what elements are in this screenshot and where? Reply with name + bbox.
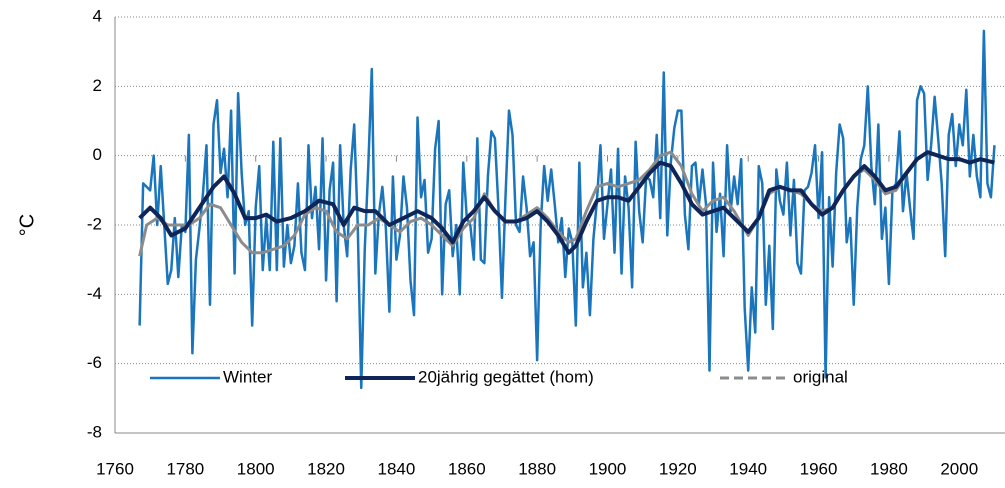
x-tick-label: 1920 — [659, 459, 697, 478]
x-tick-label: 1900 — [589, 459, 627, 478]
y-tick-label: 2 — [93, 76, 102, 95]
plot-area — [138, 29, 996, 390]
series-line — [138, 150, 995, 255]
x-tick-label: 1760 — [96, 459, 134, 478]
x-tick-label: 2000 — [940, 459, 978, 478]
x-tick-label: 1880 — [518, 459, 556, 478]
series-line — [138, 29, 996, 390]
legend-label: original — [793, 367, 848, 386]
y-tick-label: 4 — [93, 6, 102, 25]
x-tick-label: 1780 — [166, 459, 204, 478]
y-tick-label: -4 — [87, 284, 102, 303]
x-tick-label: 1960 — [800, 459, 838, 478]
y-tick-label: 0 — [93, 145, 102, 164]
x-tick-label: 1860 — [448, 459, 486, 478]
y-tick-label: -2 — [87, 214, 102, 233]
x-tick-label: 1800 — [237, 459, 275, 478]
y-tick-label: -8 — [87, 422, 102, 441]
x-tick-label: 1840 — [378, 459, 416, 478]
legend-label: 20jährig gegättet (hom) — [418, 367, 594, 386]
legend-label: Winter — [223, 367, 272, 386]
y-axis-label: °C — [16, 214, 38, 236]
x-tick-label: 1820 — [307, 459, 345, 478]
x-tick-label: 1980 — [870, 459, 908, 478]
x-tick-label: 1940 — [729, 459, 767, 478]
y-tick-label: -6 — [87, 353, 102, 372]
